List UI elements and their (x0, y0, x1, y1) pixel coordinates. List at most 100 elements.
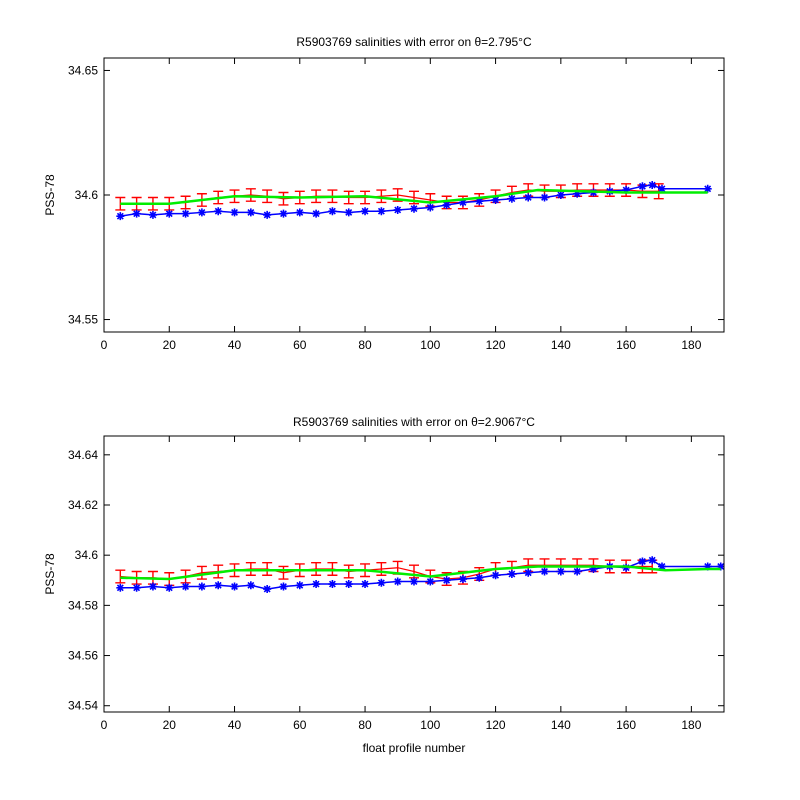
data-point (556, 191, 565, 199)
x-tick-label: 120 (486, 338, 506, 352)
data-point (589, 564, 598, 573)
data-point (410, 204, 418, 213)
data-point (622, 186, 631, 195)
y-tick-label: 34.54 (68, 699, 98, 713)
data-point (328, 580, 337, 589)
data-point (344, 580, 353, 589)
data-point (507, 570, 516, 578)
data-point (263, 210, 272, 219)
x-tick-label: 60 (293, 338, 307, 352)
data-point (442, 576, 451, 585)
data-point (410, 577, 418, 586)
data-point (361, 580, 370, 589)
data-point (214, 207, 223, 216)
axes-box (103, 435, 725, 713)
y-axis-label: PSS-78 (43, 553, 57, 595)
x-tick-label: 20 (163, 718, 177, 732)
x-tick-label: 40 (228, 718, 242, 732)
y-tick-label: 34.6 (75, 548, 99, 562)
data-point (648, 181, 657, 190)
y-tick-label: 34.56 (68, 649, 98, 663)
data-point (377, 578, 386, 587)
data-point (165, 583, 174, 592)
data-point (393, 205, 402, 214)
series-line-calibrated (120, 565, 721, 581)
data-point (426, 203, 435, 212)
x-tick-label: 20 (163, 338, 177, 352)
error-bar (278, 565, 289, 580)
data-point (197, 208, 206, 217)
data-point (263, 585, 272, 594)
x-tick-label: 80 (358, 718, 372, 732)
chart-panel-1: R5903769 salinities with error on θ=2.79… (43, 35, 725, 352)
x-tick-label: 180 (681, 338, 701, 352)
y-tick-label: 34.65 (68, 63, 98, 77)
data-point (658, 184, 666, 193)
data-point (648, 556, 657, 565)
series-float (116, 556, 724, 594)
data-point (475, 573, 484, 582)
x-tick-label: 140 (551, 338, 571, 352)
data-point (312, 580, 321, 589)
error-bar (376, 189, 387, 204)
x-tick-label: 60 (293, 718, 307, 732)
data-point (703, 184, 712, 193)
chart-panel-2: R5903769 salinities with error on θ=2.90… (43, 415, 725, 755)
x-tick-label: 160 (616, 718, 636, 732)
x-tick-label: 0 (101, 338, 108, 352)
y-tick-label: 34.62 (68, 498, 98, 512)
y-axis-label: PSS-78 (43, 174, 57, 216)
data-point (573, 189, 582, 198)
data-point (703, 562, 712, 571)
data-point (524, 568, 533, 577)
error-bar (245, 562, 256, 576)
y-tick-label: 34.6 (75, 188, 99, 202)
chart-title: R5903769 salinities with error on θ=2.79… (296, 35, 532, 49)
data-point (491, 571, 500, 580)
data-point (458, 198, 467, 207)
data-point (116, 583, 125, 592)
series-line-calibrated (120, 188, 708, 205)
data-point (279, 209, 288, 218)
data-point (181, 582, 190, 591)
data-point (295, 208, 304, 217)
x-tick-label: 140 (551, 718, 571, 732)
data-point (458, 575, 467, 584)
data-point (246, 581, 255, 590)
series-calibrated (120, 565, 721, 581)
data-point (658, 562, 666, 571)
y-tick-label: 34.58 (68, 598, 98, 612)
x-tick-label: 160 (616, 338, 636, 352)
data-point (638, 557, 647, 566)
x-tick-label: 0 (101, 718, 108, 732)
error-bar (278, 191, 289, 206)
x-tick-label: 120 (486, 718, 506, 732)
data-point (361, 207, 370, 216)
data-point (540, 193, 549, 202)
data-point (165, 209, 174, 218)
x-tick-label: 100 (420, 718, 440, 732)
plot-area (115, 556, 724, 594)
data-point (638, 182, 647, 191)
data-point (556, 567, 565, 576)
data-point (393, 577, 402, 586)
error-bar (376, 562, 387, 576)
plot-area (115, 181, 712, 221)
error-bar (343, 564, 354, 579)
x-tick-label: 180 (681, 718, 701, 732)
data-point (328, 207, 337, 216)
series-line-mapped (120, 564, 653, 580)
data-point (132, 583, 141, 592)
data-point (197, 582, 206, 591)
data-point (148, 210, 157, 219)
data-point (132, 209, 141, 218)
error-bar (115, 569, 126, 584)
data-point (214, 581, 223, 590)
data-point (279, 582, 288, 591)
x-tick-label: 40 (228, 338, 242, 352)
data-point (295, 581, 304, 590)
data-point (475, 197, 484, 206)
data-point (442, 200, 451, 209)
error-bar (311, 562, 322, 576)
